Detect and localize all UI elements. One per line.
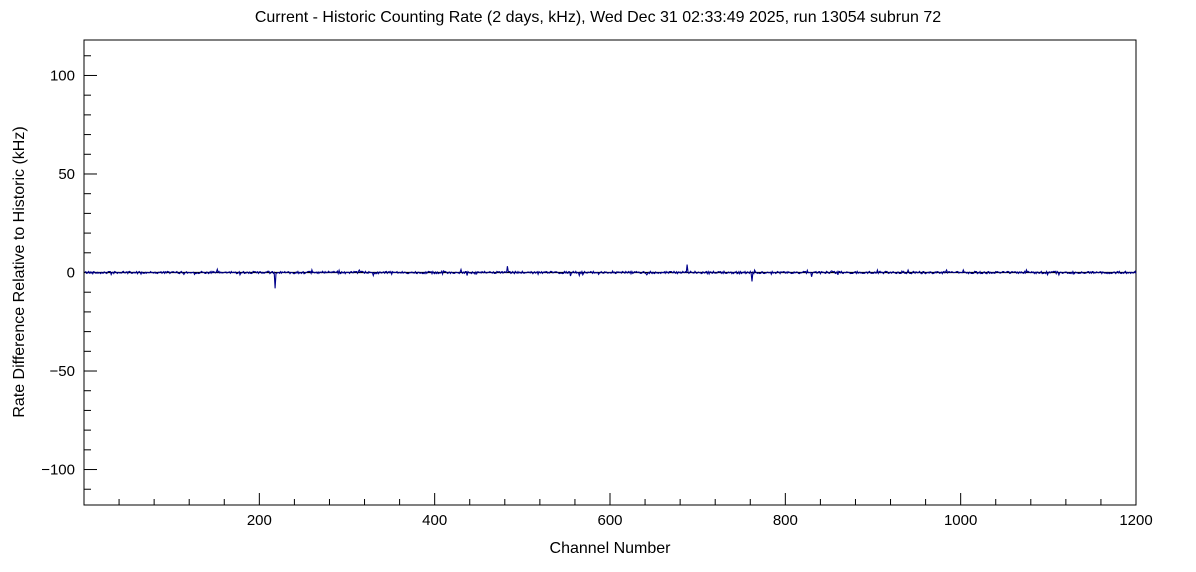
y-tick-label: −50 [50,363,75,380]
x-tick-label: 200 [247,512,272,529]
y-tick-label: −100 [41,462,75,479]
y-tick-label: 50 [58,166,75,183]
y-tick-label: 100 [50,67,75,84]
y-tick-label: 0 [67,265,75,282]
series-line [84,264,1137,289]
chart-title: Current - Historic Counting Rate (2 days… [254,9,942,26]
x-tick-label: 400 [422,512,447,529]
x-tick-label: 1000 [944,512,977,529]
x-tick-label: 600 [597,512,622,529]
x-tick-label: 800 [773,512,798,529]
x-tick-label: 1200 [1119,512,1152,529]
x-axis-title: Channel Number [549,540,671,557]
